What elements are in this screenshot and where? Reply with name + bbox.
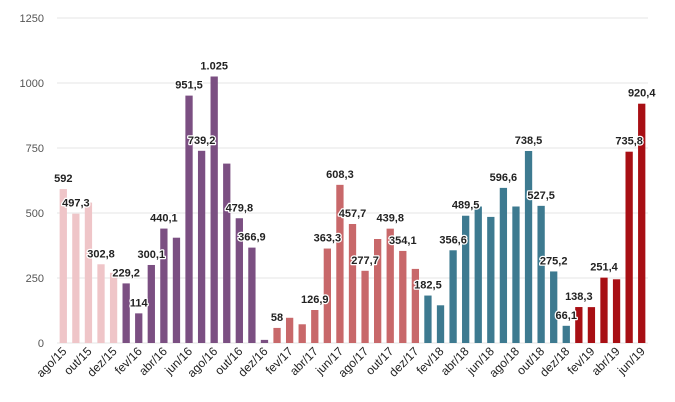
- y-tick-label: 250: [26, 273, 44, 285]
- bar-set-17: [374, 239, 382, 343]
- data-label: 479,8: [226, 202, 254, 214]
- bar-mar-17: [298, 324, 306, 343]
- data-label: 66,1: [556, 310, 577, 322]
- data-label: 439,8: [376, 213, 404, 225]
- bar-mai-19: [625, 151, 633, 343]
- bar-abr-16: [160, 228, 168, 343]
- data-label: 596,6: [490, 172, 518, 184]
- bar-jul-18: [499, 187, 508, 343]
- data-label: 1.025: [200, 61, 228, 73]
- bar-nov-15: [97, 264, 105, 343]
- bar-nov-17: [399, 250, 407, 343]
- data-label: 58: [271, 312, 283, 324]
- bar-dez-16: [260, 339, 269, 343]
- data-label: 735,8: [615, 136, 643, 148]
- bar-mai-16: [172, 237, 181, 343]
- bar-fev-19: [587, 307, 596, 343]
- bar-abr-18: [462, 215, 470, 343]
- data-label: 489,5: [452, 200, 480, 212]
- bar-mai-17: [323, 248, 331, 343]
- data-labels: 592 497,3 302,8 229,2 114 300,1 440,1 951,5 739,…: [53, 59, 658, 325]
- bar-set-16: [223, 163, 231, 343]
- y-tick-label: 1250: [20, 13, 44, 25]
- x-tick-label: jun/19: [614, 344, 648, 378]
- bar-abr-17: [311, 310, 319, 343]
- data-label: 275,2: [540, 255, 568, 267]
- data-label: 738,5: [515, 135, 543, 147]
- bar-jan-18: [424, 295, 432, 343]
- data-label: 440,1: [150, 213, 178, 225]
- bars: [59, 76, 646, 343]
- data-label: 302,8: [87, 248, 115, 260]
- data-label: 951,5: [175, 80, 203, 92]
- data-label: 182,5: [414, 280, 442, 292]
- bar-dez-17: [411, 268, 420, 343]
- bar-out-17: [386, 228, 394, 343]
- data-label: 366,9: [238, 232, 266, 244]
- bar-set-15: [72, 213, 80, 343]
- bar-jul-17: [348, 223, 357, 343]
- data-label: 497,3: [62, 198, 90, 210]
- data-label: 126,9: [301, 294, 329, 306]
- data-label: 527,5: [527, 190, 555, 202]
- data-label: 300,1: [138, 249, 166, 261]
- x-tick-label: abr/16: [136, 344, 170, 378]
- data-label: 592: [54, 173, 72, 185]
- bar-ago-15: [59, 189, 67, 343]
- data-label: 277,7: [351, 255, 379, 267]
- bar-jan-17: [273, 327, 281, 343]
- bar-jun-17: [336, 184, 344, 343]
- y-axis-ticks: 0 250 500 750 1000 1250: [20, 13, 44, 350]
- bar-dez-15: [109, 272, 118, 343]
- bar-jan-16: [122, 283, 130, 343]
- bar-ago-17: [361, 270, 369, 343]
- bar-jun-18: [487, 216, 495, 343]
- bar-out-18: [537, 205, 545, 343]
- bar-mar-16: [147, 264, 155, 343]
- bar-set-18: [524, 150, 533, 343]
- data-label: 920,4: [628, 88, 656, 100]
- bar-abr-19: [612, 279, 621, 343]
- y-tick-label: 0: [38, 338, 44, 350]
- bar-dez-18: [562, 325, 570, 343]
- bar-jan-19: [575, 307, 583, 343]
- bar-jun-19: [638, 103, 646, 343]
- y-tick-label: 750: [26, 143, 44, 155]
- bar-nov-18: [550, 271, 558, 343]
- data-label: 114: [130, 297, 149, 309]
- bar-ago-18: [512, 206, 520, 343]
- y-tick-label: 1000: [20, 78, 44, 90]
- grid-lines: [57, 17, 648, 344]
- bar-mar-18: [449, 250, 457, 343]
- data-label: 457,7: [339, 208, 367, 220]
- data-label: 363,3: [314, 233, 342, 245]
- bar-fev-16: [135, 313, 143, 343]
- x-tick-label: abr/18: [438, 344, 472, 378]
- bar-nov-16: [248, 247, 256, 343]
- bar-mar-19: [600, 277, 608, 343]
- x-tick-label: abr/17: [287, 344, 321, 378]
- x-axis-ticks: ago/15out/15dez/15fev/16abr/16jun/16ago/…: [34, 344, 649, 380]
- bar-mai-18: [474, 206, 482, 343]
- bar-jun-16: [185, 95, 193, 343]
- data-label: 354,1: [389, 235, 417, 247]
- data-label: 251,4: [590, 262, 618, 274]
- bar-out-16: [235, 218, 243, 343]
- bar-ago-16: [210, 76, 218, 343]
- bar-jul-16: [197, 150, 206, 343]
- bar-fev-17: [285, 317, 294, 343]
- bar-out-15: [84, 202, 93, 343]
- data-label: 138,3: [565, 291, 593, 303]
- x-tick-label: abr/19: [589, 344, 623, 378]
- data-label: 739,2: [188, 135, 216, 147]
- data-label: 229,2: [112, 267, 140, 279]
- bar-fev-18: [436, 305, 445, 343]
- data-label: 608,3: [326, 169, 354, 181]
- data-label: 356,6: [439, 234, 467, 246]
- y-tick-label: 500: [26, 208, 44, 220]
